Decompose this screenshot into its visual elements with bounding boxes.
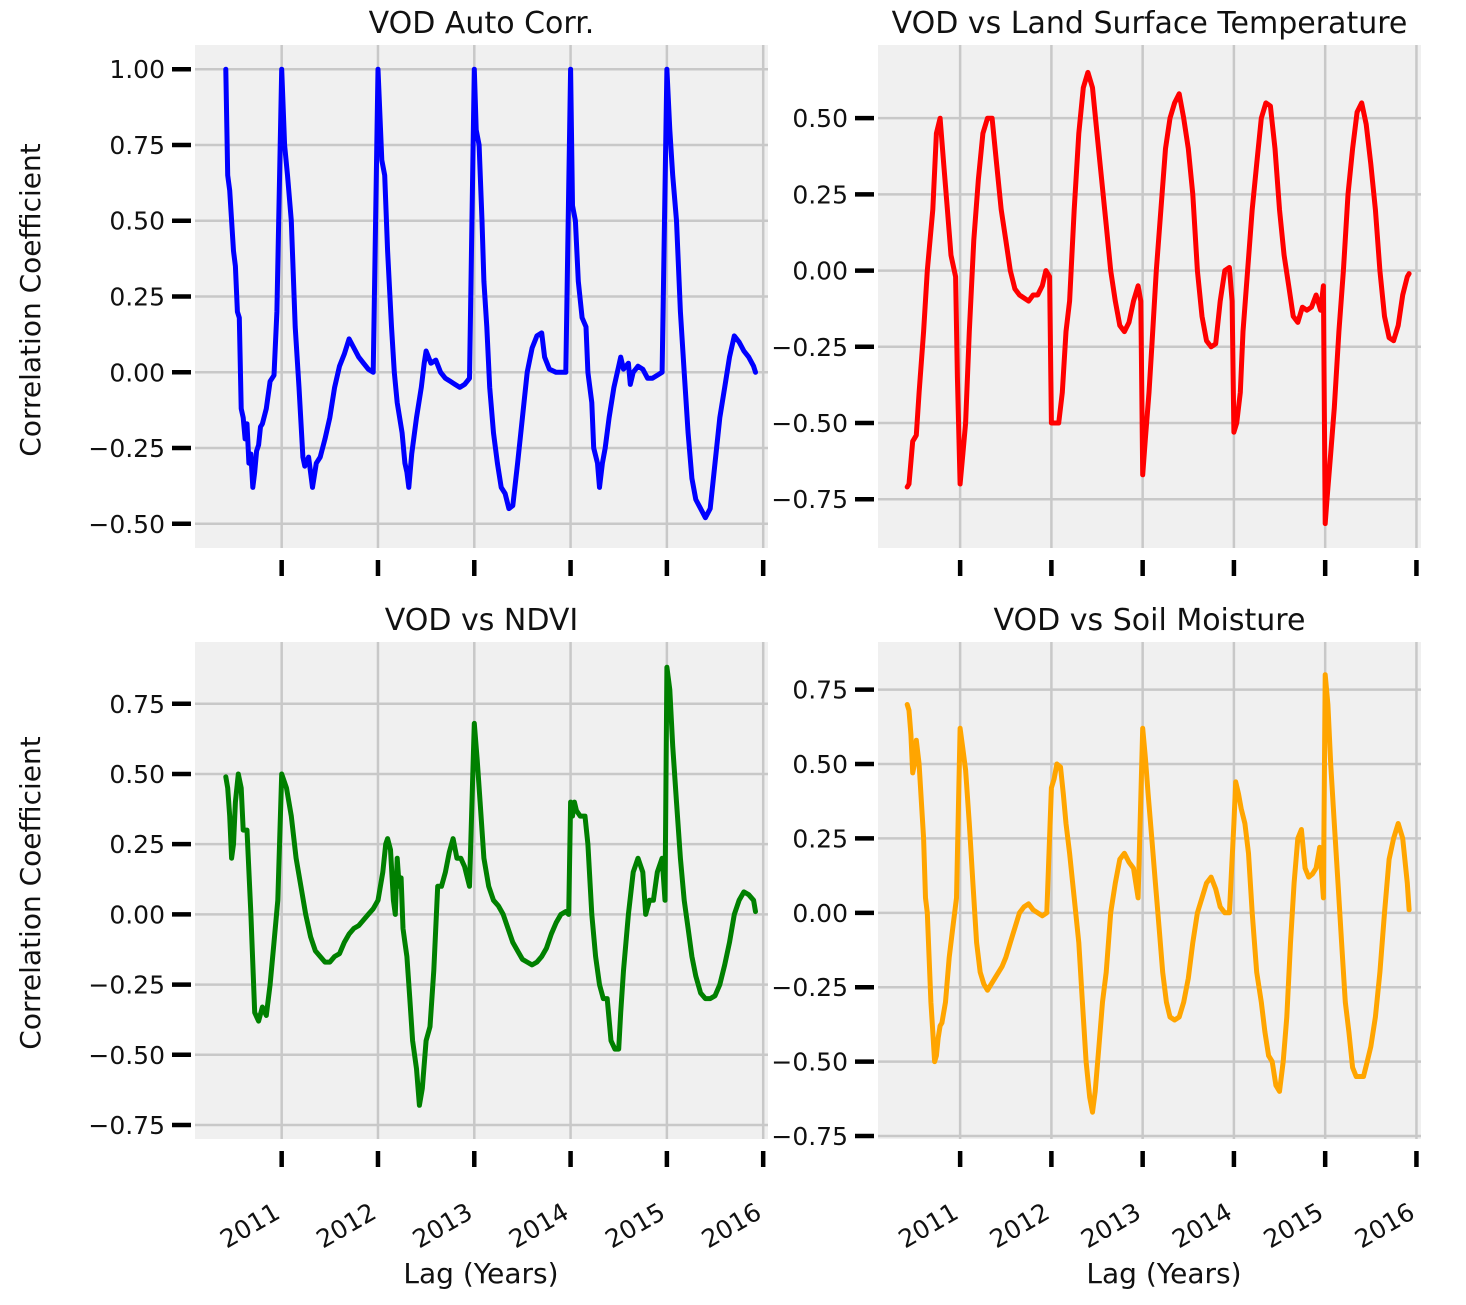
series-line [223,66,758,521]
x-tick-label: 2013 [408,1197,478,1254]
y-tick-label: 0.75 [109,690,165,719]
y-tick-label: 0.25 [109,283,165,312]
y-tick-label: −0.25 [88,971,165,1000]
x-tick-label: 2015 [1259,1197,1329,1254]
x-axis-label-left: Lag (Years) [403,1257,558,1290]
y-tick-label: 0.75 [109,131,165,160]
chart-title: VOD vs NDVI [385,603,579,638]
y-tick-label: −0.50 [88,1041,165,1070]
y-tick-label: −0.25 [771,333,848,362]
chart-panel-vod-vs-ndvi: 0.75 0.50 0.25 0.00 −0.25 −0.50 −0.75 2011 2012 2… [88,603,768,1254]
y-tick-label: 0.50 [792,104,848,133]
x-tick-label: 2015 [600,1197,670,1254]
y-tick-label: −0.75 [771,485,848,514]
x-tick-label: 2013 [1076,1197,1146,1254]
y-tick-label: 1.00 [109,55,165,84]
x-tick-label: 2011 [894,1197,964,1254]
y-tick-label: 0.25 [109,830,165,859]
x-tick-label: 2014 [504,1197,574,1254]
series-line [904,672,1412,1115]
chart-title: VOD vs Soil Moisture [994,603,1306,638]
y-tick-label: 0.00 [792,899,848,928]
x-tick-label: 2011 [215,1197,285,1254]
series-line [904,69,1412,527]
y-tick-label: −0.50 [88,510,165,539]
chart-panel-vod-vs-lst: 0.50 0.25 0.00 −0.25 −0.50 −0.75 VOD vs Land S… [771,6,1421,576]
y-tick-label: 0.25 [792,824,848,853]
x-tick-label: 2016 [1350,1197,1420,1254]
chart-panel-vod-auto-corr: 1.00 0.75 0.50 0.25 0.00 −0.25 −0.50 VOD Auto C… [88,6,768,576]
x-tick-label: 2012 [985,1197,1055,1254]
y-tick-label: −0.75 [771,1122,848,1151]
y-tick-label: −0.25 [771,973,848,1002]
x-axis-label-right: Lag (Years) [1086,1257,1241,1290]
y-tick-label: 0.00 [109,358,165,387]
chart-title: VOD Auto Corr. [369,6,595,41]
y-tick-label: 0.50 [109,760,165,789]
y-tick-label: 0.50 [792,750,848,779]
chart-title: VOD vs Land Surface Temperature [892,6,1408,41]
y-axis-label-bottom-left: Correlation Coefficient [14,736,47,1049]
series-line [223,664,758,1108]
y-tick-label: −0.50 [771,1048,848,1077]
y-tick-label: 0.75 [792,676,848,705]
y-tick-label: −0.25 [88,434,165,463]
y-tick-label: 0.25 [792,180,848,209]
x-tick-label: 2012 [311,1197,381,1254]
y-tick-label: −0.75 [88,1111,165,1140]
x-tick-label: 2016 [697,1197,767,1254]
y-tick-label: 0.00 [792,257,848,286]
chart-panel-vod-vs-soil-moisture: 0.75 0.50 0.25 0.00 −0.25 −0.50 −0.75 2011 2012 2… [771,603,1421,1254]
y-tick-label: −0.50 [771,409,848,438]
x-tick-label: 2014 [1167,1197,1237,1254]
y-axis-label-top-left: Correlation Coefficient [14,143,47,456]
y-tick-label: 0.50 [109,207,165,236]
y-tick-label: 0.00 [109,900,165,929]
